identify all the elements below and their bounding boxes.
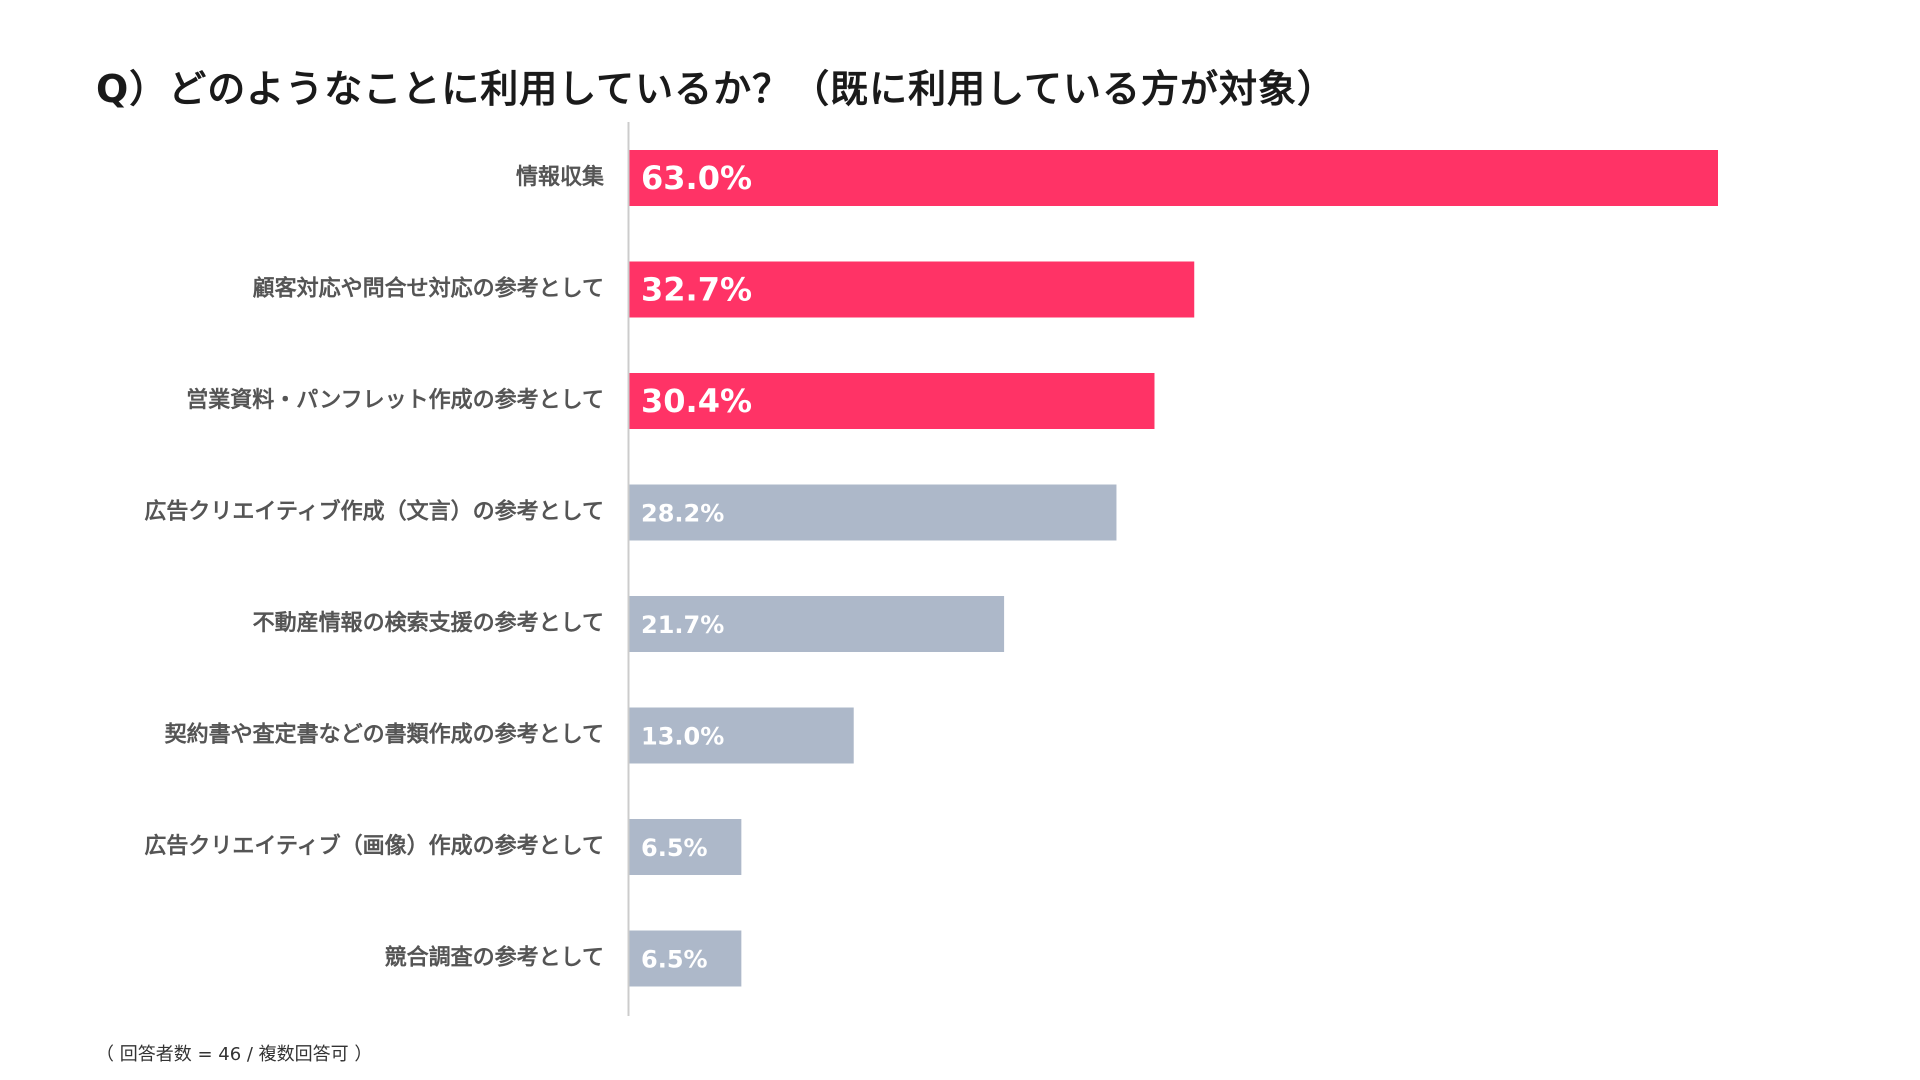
footnote: （ 回答者数 = 46 / 複数回答可 ） bbox=[96, 1044, 373, 1065]
category-label: 広告クリエイティブ（画像）作成の参考として bbox=[144, 833, 604, 859]
category-label: 広告クリエイティブ作成（文言）の参考として bbox=[144, 499, 604, 525]
bar bbox=[629, 596, 1005, 652]
category-label: 競合調査の参考として bbox=[385, 945, 604, 971]
value-label: 21.7% bbox=[641, 611, 724, 639]
bar bbox=[629, 707, 854, 764]
value-label: 32.7% bbox=[641, 271, 752, 309]
value-label: 6.5% bbox=[641, 946, 708, 974]
category-label: 情報収集 bbox=[516, 164, 605, 190]
category-label: 契約書や査定書などの書類作成の参考として bbox=[164, 722, 604, 748]
category-label: 不動産情報の検索支援の参考として bbox=[253, 610, 604, 636]
bar bbox=[629, 819, 742, 875]
category-label: 顧客対応や問合せ対応の参考として bbox=[253, 276, 604, 302]
category-label: 営業資料・パンフレット作成の参考として bbox=[186, 387, 604, 413]
bar bbox=[629, 150, 1718, 206]
value-label: 6.5% bbox=[641, 834, 708, 862]
bars-layer: 情報収集 63.0% 顧客対応や問合せ対応の参考として 32.7% 営業資料・パンフレッ… bbox=[144, 150, 1718, 987]
value-label: 30.4% bbox=[641, 382, 752, 420]
bar bbox=[629, 373, 1155, 429]
bar bbox=[629, 484, 1117, 541]
value-label: 28.2% bbox=[641, 500, 724, 528]
chart-title: Q）どのようなことに利用しているか？（既に利用している方が対象） bbox=[96, 67, 1337, 111]
value-label: 13.0% bbox=[641, 723, 724, 751]
bar bbox=[629, 261, 1195, 318]
value-label: 63.0% bbox=[641, 159, 752, 197]
bar bbox=[629, 930, 742, 987]
